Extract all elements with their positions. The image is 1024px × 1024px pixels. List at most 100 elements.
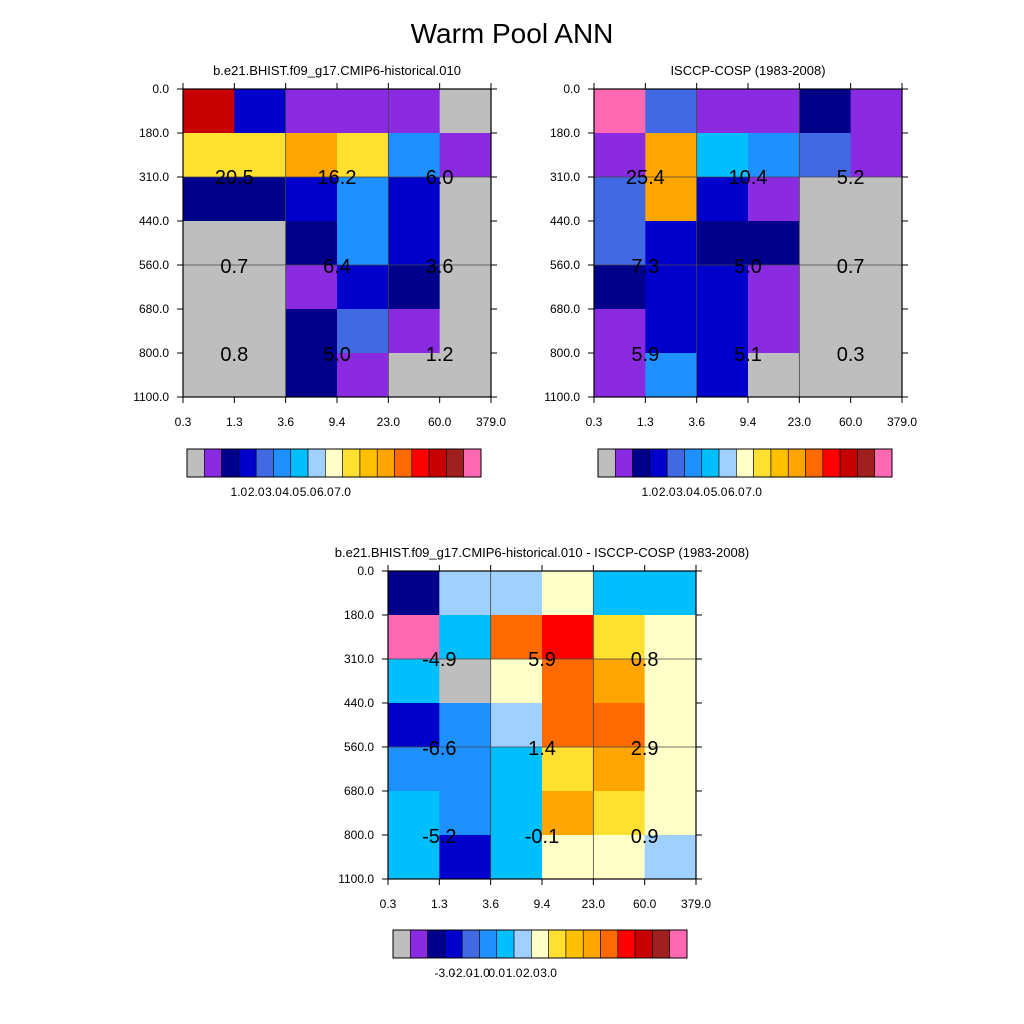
panel-obs-cell-r0-c2 bbox=[696, 89, 749, 134]
panel-difference-colorbar-box-12 bbox=[600, 929, 619, 959]
panel-model-cell-r4-c5 bbox=[439, 265, 492, 310]
panel-obs-colorbar-box-7 bbox=[718, 448, 737, 478]
panel-difference-xlabel-6: 379.0 bbox=[681, 897, 711, 911]
panel-model-value-r1-c1: 6.4 bbox=[323, 256, 351, 278]
panel-difference-cell-r2-c0 bbox=[388, 659, 440, 704]
panel-obs-value-r1-c1: 5.0 bbox=[734, 256, 762, 278]
panel-difference-cell-r5-c5 bbox=[644, 791, 697, 836]
panel-obs-ylabel-0: 0.0 bbox=[563, 82, 580, 96]
panel-obs-cell-r1-c1 bbox=[645, 133, 698, 178]
panel-obs-cell-r2-c2 bbox=[696, 177, 749, 222]
panel-model-cell-r0-c3 bbox=[337, 89, 389, 134]
panel-model-xlabel-1: 1.3 bbox=[226, 415, 243, 429]
panel-model-ylabel-4: 560.0 bbox=[139, 258, 169, 272]
panel-model-cell-r0-c4 bbox=[388, 89, 441, 134]
panel-difference-cell-r3-c2 bbox=[490, 703, 543, 748]
panel-difference-ylabel-3: 440.0 bbox=[344, 696, 374, 710]
panel-difference-xlabel-1: 1.3 bbox=[431, 897, 448, 911]
panel-obs-ylabel-2: 310.0 bbox=[550, 170, 580, 184]
panel-obs-cell-r5-c4 bbox=[799, 309, 852, 354]
panel-difference-cell-r3-c1 bbox=[439, 703, 492, 748]
panel-obs-cell-r0-c4 bbox=[799, 89, 852, 134]
panel-obs-ylabel-6: 800.0 bbox=[550, 346, 580, 360]
panel-obs-colorbar-frame bbox=[597, 448, 893, 478]
panel-model-cell-r5-c1 bbox=[234, 309, 287, 354]
panel-obs-xlabel-1: 1.3 bbox=[637, 415, 654, 429]
panel-obs-value-r1-c0: 7.3 bbox=[631, 256, 659, 278]
panel-model-xlabel-5: 60.0 bbox=[428, 415, 452, 429]
panel-obs-value-r2-c0: 5.9 bbox=[631, 344, 659, 366]
panel-difference-cell-r4-c4 bbox=[593, 747, 646, 792]
panel-difference-colorbar-box-3 bbox=[444, 929, 463, 959]
panel-difference-xlabel-3: 9.4 bbox=[534, 897, 551, 911]
panel-model-cell-r1-c2 bbox=[285, 133, 338, 178]
panel-difference-colorbar-label-3: 0.0 bbox=[488, 966, 505, 980]
panel-difference-cell-r0-c3 bbox=[542, 571, 594, 616]
panel-difference-ylabel-5: 680.0 bbox=[344, 784, 374, 798]
panel-difference-cell-r3-c3 bbox=[542, 703, 594, 748]
panel-model-colorbar-box-9 bbox=[342, 448, 361, 478]
panel-difference-value-r0-c2: 0.8 bbox=[631, 649, 659, 671]
panel-obs-colorbar-box-13 bbox=[822, 448, 841, 478]
panel-model-cell-r3-c4 bbox=[388, 221, 441, 266]
panel-model-colorbar-box-4 bbox=[255, 448, 274, 478]
panel-model-cell-r6-c2 bbox=[285, 353, 338, 398]
panel-obs-cell-r0-c5 bbox=[850, 89, 903, 134]
panel-obs-xlabel-3: 9.4 bbox=[740, 415, 757, 429]
panel-obs-colorbar-box-8 bbox=[736, 448, 754, 478]
panel-obs-colorbar-box-6 bbox=[701, 448, 720, 478]
panel-model-colorbar-box-7 bbox=[307, 448, 326, 478]
panel-obs-ylabel-3: 440.0 bbox=[550, 214, 580, 228]
panel-model-cell-r2-c4 bbox=[388, 177, 441, 222]
panel-obs-colorbar-box-16 bbox=[874, 448, 893, 478]
panel-model-value-r0-c2: 6.0 bbox=[426, 167, 454, 189]
panel-difference-cell-r3-c0 bbox=[388, 703, 440, 748]
panel-difference-value-r1-c1: 1.4 bbox=[528, 738, 556, 760]
panel-difference-ylabel-2: 310.0 bbox=[344, 652, 374, 666]
panel-difference-ylabel-7: 1100.0 bbox=[338, 872, 374, 886]
panel-difference-cell-r5-c1 bbox=[439, 791, 492, 836]
panel-obs-colorbar-box-9 bbox=[753, 448, 772, 478]
panel-difference-colorbar-label-1: -2.0 bbox=[452, 966, 473, 980]
panel-difference-cell-r0-c0 bbox=[388, 571, 440, 616]
panel-model-cell-r6-c1 bbox=[234, 353, 287, 398]
panel-obs-colorbar-label-1: 2.0 bbox=[659, 485, 676, 499]
panel-difference-cell-r0-c5 bbox=[644, 571, 697, 616]
panel-model-colorbar-label-2: 3.0 bbox=[265, 485, 282, 499]
panel-model-ylabel-7: 1100.0 bbox=[133, 390, 169, 404]
panel-difference-colorbar-box-4 bbox=[461, 929, 480, 959]
panel-difference-cell-r0-c1 bbox=[439, 571, 492, 616]
panel-obs-xlabel-6: 379.0 bbox=[887, 415, 917, 429]
panel-difference-colorbar-box-14 bbox=[634, 929, 653, 959]
panel-difference-cell-r3-c4 bbox=[593, 703, 646, 748]
panel-difference-cell-r1-c4 bbox=[593, 615, 646, 660]
panel-model-colorbar-box-1 bbox=[203, 448, 222, 478]
panel-obs-cell-r2-c0 bbox=[594, 177, 646, 222]
panel-model-cell-r6-c4 bbox=[388, 353, 441, 398]
panel-obs-ylabel-1: 180.0 bbox=[550, 126, 580, 140]
panel-model-cell-r2-c2 bbox=[285, 177, 338, 222]
panel-difference-cell-r6-c3 bbox=[542, 835, 594, 880]
panel-model-cell-r0-c1 bbox=[234, 89, 287, 134]
panel-model-cell-r5-c2 bbox=[285, 309, 338, 354]
panel-obs-value-r0-c0: 25.4 bbox=[626, 167, 665, 189]
panel-obs-cell-r5-c5 bbox=[850, 309, 903, 354]
panel-difference-colorbar-box-5 bbox=[479, 929, 498, 959]
panel-model-cell-r4-c2 bbox=[285, 265, 338, 310]
panel-model-cell-r2-c1 bbox=[234, 177, 287, 222]
panel-obs-cell-r0-c0 bbox=[594, 89, 646, 134]
panel-obs-cell-r6-c4 bbox=[799, 353, 852, 398]
panel-obs-cell-r1-c3 bbox=[748, 133, 800, 178]
panel-model-value-r2-c2: 1.2 bbox=[426, 344, 454, 366]
panel-obs-colorbar-label-3: 4.0 bbox=[693, 485, 710, 499]
panel-obs-value-r2-c1: 5.1 bbox=[734, 344, 762, 366]
panel-model-ylabel-5: 680.0 bbox=[139, 302, 169, 316]
panel-obs-value-r1-c2: 0.7 bbox=[837, 256, 865, 278]
panel-model-title: b.e21.BHIST.f09_g17.CMIP6-historical.010 bbox=[213, 63, 461, 78]
panel-difference-xlabel-4: 23.0 bbox=[582, 897, 606, 911]
panel-difference-cell-r2-c1 bbox=[439, 659, 492, 704]
panel-model-colorbar-box-14 bbox=[428, 448, 447, 478]
panel-model-colorbar-box-5 bbox=[273, 448, 292, 478]
panel-difference-cell-r1-c5 bbox=[644, 615, 697, 660]
panel-model-ylabel-3: 440.0 bbox=[139, 214, 169, 228]
